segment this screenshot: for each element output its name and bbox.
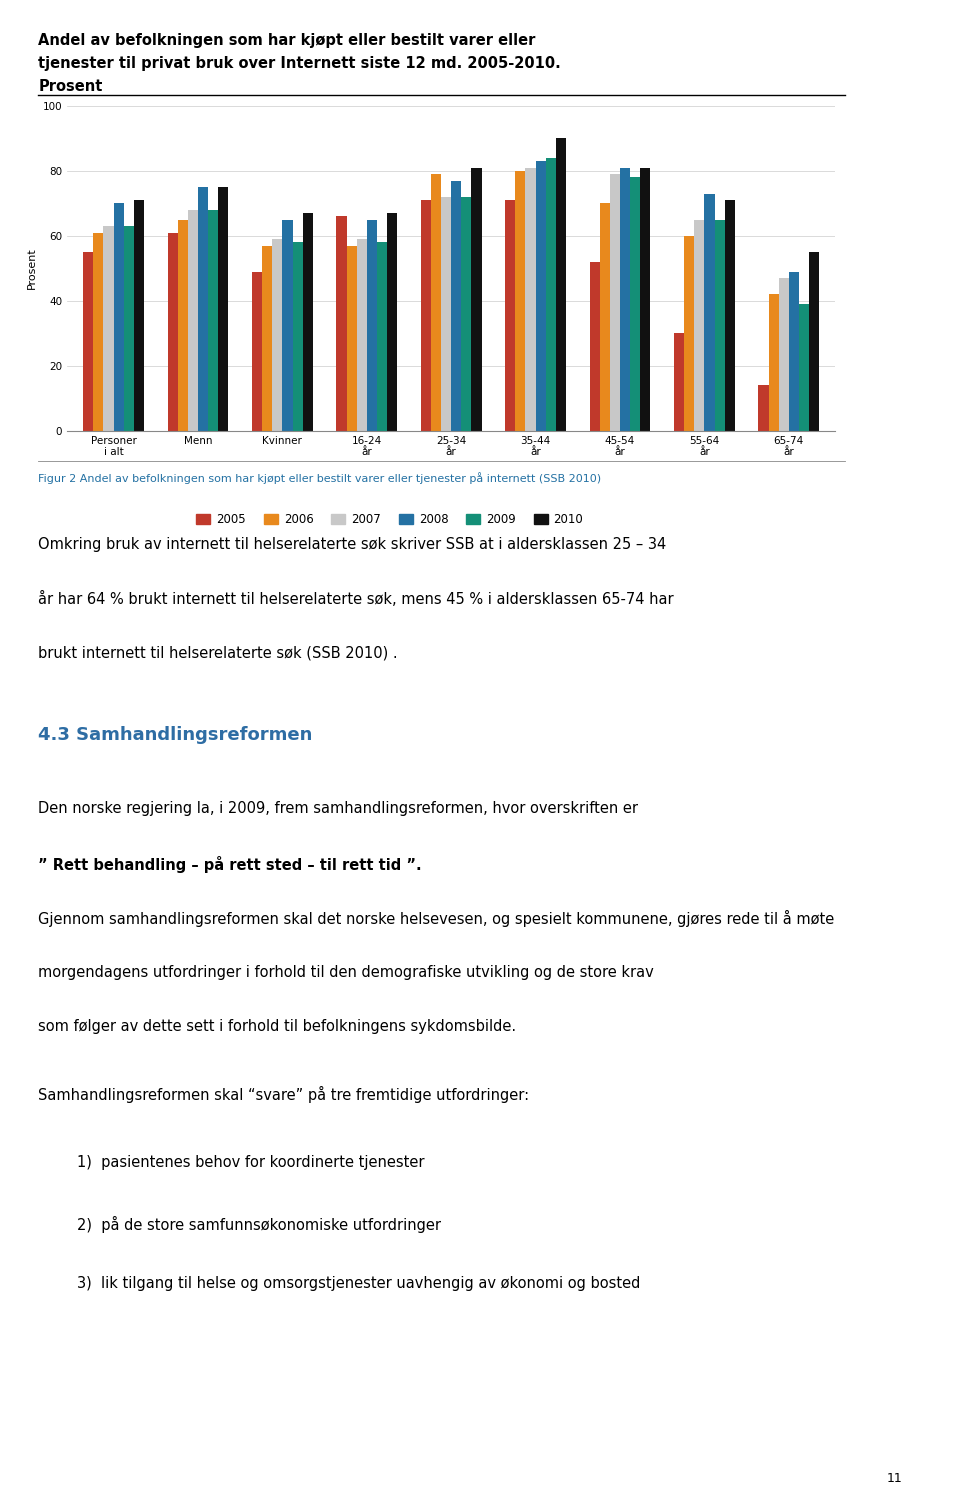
Bar [336, 216, 347, 431]
Bar [694, 219, 705, 431]
Text: Den norske regjering la, i 2009, frem samhandlingsreformen, hvor overskriften er: Den norske regjering la, i 2009, frem sa… [38, 801, 638, 816]
Bar [809, 253, 819, 431]
Text: morgendagens utfordringer i forhold til den demografiske utvikling og de store k: morgendagens utfordringer i forhold til … [38, 965, 654, 980]
Bar [536, 162, 545, 431]
Text: Gjennom samhandlingsreformen skal det norske helsevesen, og spesielt kommunene, : Gjennom samhandlingsreformen skal det no… [38, 910, 834, 927]
Bar [505, 200, 516, 431]
Bar [168, 233, 178, 431]
Text: Andel av befolkningen som har kjøpt eller bestilt varer eller: Andel av befolkningen som har kjøpt elle… [38, 33, 536, 48]
Bar [451, 180, 462, 431]
Bar [684, 236, 694, 431]
Bar [516, 171, 525, 431]
Text: Figur 2 Andel av befolkningen som har kjøpt eller bestilt varer eller tjenester : Figur 2 Andel av befolkningen som har kj… [38, 472, 602, 484]
Text: 4.3 Samhandlingsreformen: 4.3 Samhandlingsreformen [38, 726, 313, 744]
Legend: 2005, 2006, 2007, 2008, 2009, 2010: 2005, 2006, 2007, 2008, 2009, 2010 [191, 508, 588, 531]
Bar [714, 219, 725, 431]
Bar [589, 262, 600, 431]
Bar [610, 174, 620, 431]
Bar [188, 210, 198, 431]
Bar [198, 187, 208, 431]
Text: 1)  pasientenes behov for koordinerte tjenester: 1) pasientenes behov for koordinerte tje… [77, 1155, 424, 1170]
Bar [377, 242, 387, 431]
Bar [84, 253, 93, 431]
Bar [799, 304, 809, 431]
Bar [293, 242, 302, 431]
Bar [282, 219, 293, 431]
Bar [779, 278, 789, 431]
Bar [387, 213, 397, 431]
Bar [218, 187, 228, 431]
Bar [471, 168, 482, 431]
Bar [640, 168, 650, 431]
Bar [367, 219, 377, 431]
Bar [705, 194, 714, 431]
Bar [556, 139, 566, 431]
Text: tjenester til privat bruk over Internett siste 12 md. 2005-2010.: tjenester til privat bruk over Internett… [38, 56, 562, 71]
Text: Samhandlingsreformen skal “svare” på tre fremtidige utfordringer:: Samhandlingsreformen skal “svare” på tre… [38, 1086, 530, 1102]
Y-axis label: Prosent: Prosent [27, 248, 37, 289]
Bar [93, 233, 104, 431]
Bar [124, 227, 133, 431]
Text: ” Rett behandling – på rett sted – til rett tid ”.: ” Rett behandling – på rett sted – til r… [38, 856, 422, 872]
Text: brukt internett til helserelaterte søk (SSB 2010) .: brukt internett til helserelaterte søk (… [38, 646, 398, 661]
Bar [357, 239, 367, 431]
Text: Omkring bruk av internett til helserelaterte søk skriver SSB at i aldersklassen : Omkring bruk av internett til helserelat… [38, 537, 666, 552]
Bar [262, 245, 273, 431]
Bar [133, 200, 144, 431]
Bar [725, 200, 734, 431]
Bar [600, 204, 610, 431]
Bar [674, 334, 684, 431]
Bar [347, 245, 357, 431]
Text: 11: 11 [887, 1471, 902, 1485]
Bar [462, 197, 471, 431]
Bar [620, 168, 630, 431]
Bar [431, 174, 441, 431]
Text: Prosent: Prosent [38, 79, 103, 94]
Text: som følger av dette sett i forhold til befolkningens sykdomsbilde.: som følger av dette sett i forhold til b… [38, 1019, 516, 1034]
Bar [789, 272, 799, 431]
Bar [769, 295, 779, 431]
Bar [273, 239, 282, 431]
Bar [420, 200, 431, 431]
Bar [302, 213, 313, 431]
Bar [208, 210, 218, 431]
Bar [113, 204, 124, 431]
Bar [525, 168, 536, 431]
Bar [104, 227, 113, 431]
Text: 3)  lik tilgang til helse og omsorgstjenester uavhengig av økonomi og bosted: 3) lik tilgang til helse og omsorgstjene… [77, 1276, 640, 1291]
Bar [630, 177, 640, 431]
Text: 2)  på de store samfunnsøkonomiske utfordringer: 2) på de store samfunnsøkonomiske utford… [77, 1216, 441, 1232]
Bar [758, 386, 769, 431]
Bar [252, 272, 262, 431]
Bar [545, 157, 556, 431]
Text: år har 64 % brukt internett til helserelaterte søk, mens 45 % i aldersklassen 65: år har 64 % brukt internett til helserel… [38, 591, 674, 608]
Bar [441, 197, 451, 431]
Bar [178, 219, 188, 431]
